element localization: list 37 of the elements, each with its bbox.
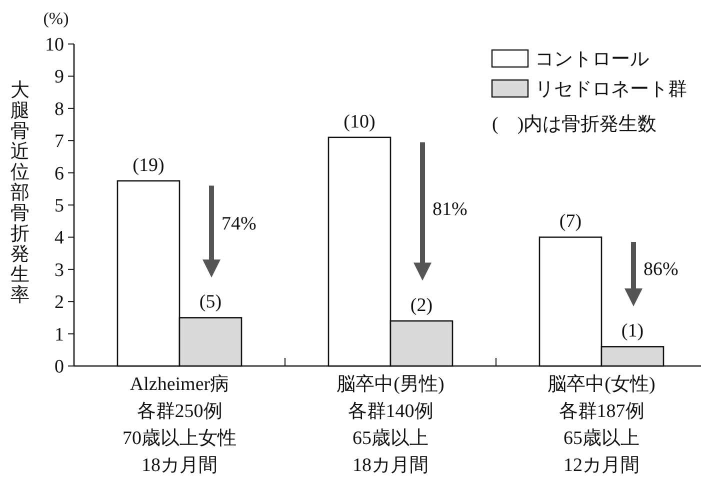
y-tick-label: 8 <box>54 98 64 120</box>
y-tick-label: 9 <box>54 66 64 88</box>
legend-label: コントロール <box>535 49 649 70</box>
annotation: 74% <box>222 214 256 235</box>
y-tick-label: 7 <box>54 131 64 152</box>
text: (%) <box>43 9 69 28</box>
annotation: ( )内は骨折発生数 <box>492 114 657 135</box>
annotation: (10) <box>344 111 376 132</box>
y-tick-label: 4 <box>54 228 64 249</box>
y-tick-label: 5 <box>54 196 64 216</box>
annotation: (2) <box>410 294 433 316</box>
x-tick-label: Alzheimer病 <box>130 374 230 395</box>
y-tick-label: 3 <box>54 260 64 281</box>
text: 各群187例 <box>558 401 644 422</box>
y-tick-label: 1 <box>54 324 64 346</box>
text: 70歳以上女性 <box>122 428 236 449</box>
x-tick-label: 脳卒中(男性) <box>336 373 444 395</box>
text: 65歳以上 <box>564 428 640 449</box>
y-tick-label: 6 <box>54 163 64 184</box>
x-tick-label: 脳卒中(女性) <box>548 373 656 395</box>
annotation: (1) <box>621 320 644 342</box>
legend-label: リセドロネート群 <box>535 79 687 100</box>
y-tick-label: 0 <box>54 356 64 378</box>
annotation: (5) <box>199 292 222 313</box>
y-tick-label: 10 <box>45 34 64 56</box>
annotation: (19) <box>132 154 164 176</box>
text: 各群250例 <box>136 401 222 422</box>
annotation: 86% <box>644 258 678 280</box>
text: 18カ月間 <box>352 455 428 476</box>
text: 65歳以上 <box>352 428 428 449</box>
text: 12カ月間 <box>564 455 640 476</box>
text: 大腿骨近位部骨折発生率 <box>10 79 30 306</box>
text: 各群140例 <box>348 401 434 422</box>
annotation: (7) <box>559 211 582 232</box>
y-tick-label: 2 <box>54 292 64 314</box>
annotation: 81% <box>432 199 468 220</box>
text: 18カ月間 <box>142 455 218 476</box>
